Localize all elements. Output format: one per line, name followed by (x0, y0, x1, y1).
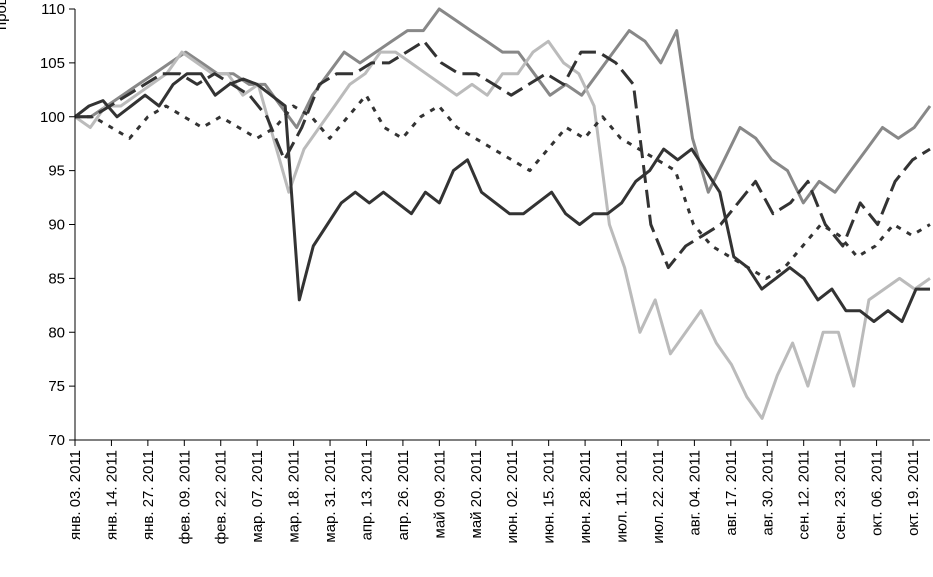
y-axis: 70 75 80 85 90 95 100 105 110 (40, 1, 75, 449)
x-tick-label: июн. 28. 2011 (577, 450, 594, 544)
series-line-light-gray-solid (74, 39, 931, 420)
y-tick-label: 85 (48, 270, 65, 287)
x-tick-label: июн. 02. 2011 (504, 450, 521, 544)
x-tick-label: мар. 07. 2011 (249, 450, 266, 543)
series-line-dark-dashed (75, 39, 931, 270)
x-tick-label: окт. 19. 2011 (905, 450, 922, 536)
x-tick-label: фев. 22. 2011 (213, 450, 230, 544)
y-tick-label: 70 (48, 432, 65, 449)
x-tick-label: янв. 27. 2011 (140, 450, 157, 540)
x-axis: янв. 03. 2011 янв. 14. 2011 янв. 27. 2011 ф… (67, 440, 922, 544)
y-tick-label: 75 (48, 378, 65, 395)
x-tick-label: июл. 22. 2011 (650, 450, 667, 544)
x-tick-label: сен. 23. 2011 (832, 450, 849, 540)
y-axis-label: проценты (0, 0, 10, 30)
x-tick-label: мар. 18. 2011 (286, 450, 303, 543)
series-line-mid-gray-solid (75, 7, 932, 205)
x-tick-label: янв. 14. 2011 (103, 450, 120, 540)
x-tick-label: сен. 12. 2011 (796, 450, 813, 540)
x-tick-label: июл. 11. 2011 (614, 450, 631, 543)
x-tick-label: авг. 30. 2011 (759, 450, 776, 536)
series-line-dark-dotted (75, 93, 931, 280)
y-tick-label: 90 (48, 217, 65, 234)
x-tick-label: авг. 04. 2011 (686, 450, 703, 536)
x-tick-label: авг. 17. 2011 (723, 450, 740, 536)
x-tick-label: окт. 06. 2011 (869, 450, 886, 536)
x-tick-label: апр. 26. 2011 (395, 450, 412, 540)
y-tick-label: 105 (40, 55, 65, 72)
y-tick-label: 80 (48, 324, 65, 341)
x-tick-label: фев. 09. 2011 (176, 450, 193, 544)
x-tick-label: мар. 31. 2011 (322, 450, 339, 543)
x-tick-label: май 20. 2011 (468, 450, 485, 538)
x-tick-label: янв. 03. 2011 (67, 450, 84, 540)
y-tick-label: 100 (40, 109, 65, 126)
x-tick-label: май 09. 2011 (431, 450, 448, 538)
y-tick-label: 95 (48, 163, 65, 180)
x-tick-label: июн. 15. 2011 (541, 450, 558, 544)
series-line-dark-solid (74, 72, 930, 323)
series-group (74, 7, 932, 420)
y-tick-label: 110 (41, 1, 65, 18)
x-tick-label: апр. 13. 2011 (358, 450, 375, 540)
